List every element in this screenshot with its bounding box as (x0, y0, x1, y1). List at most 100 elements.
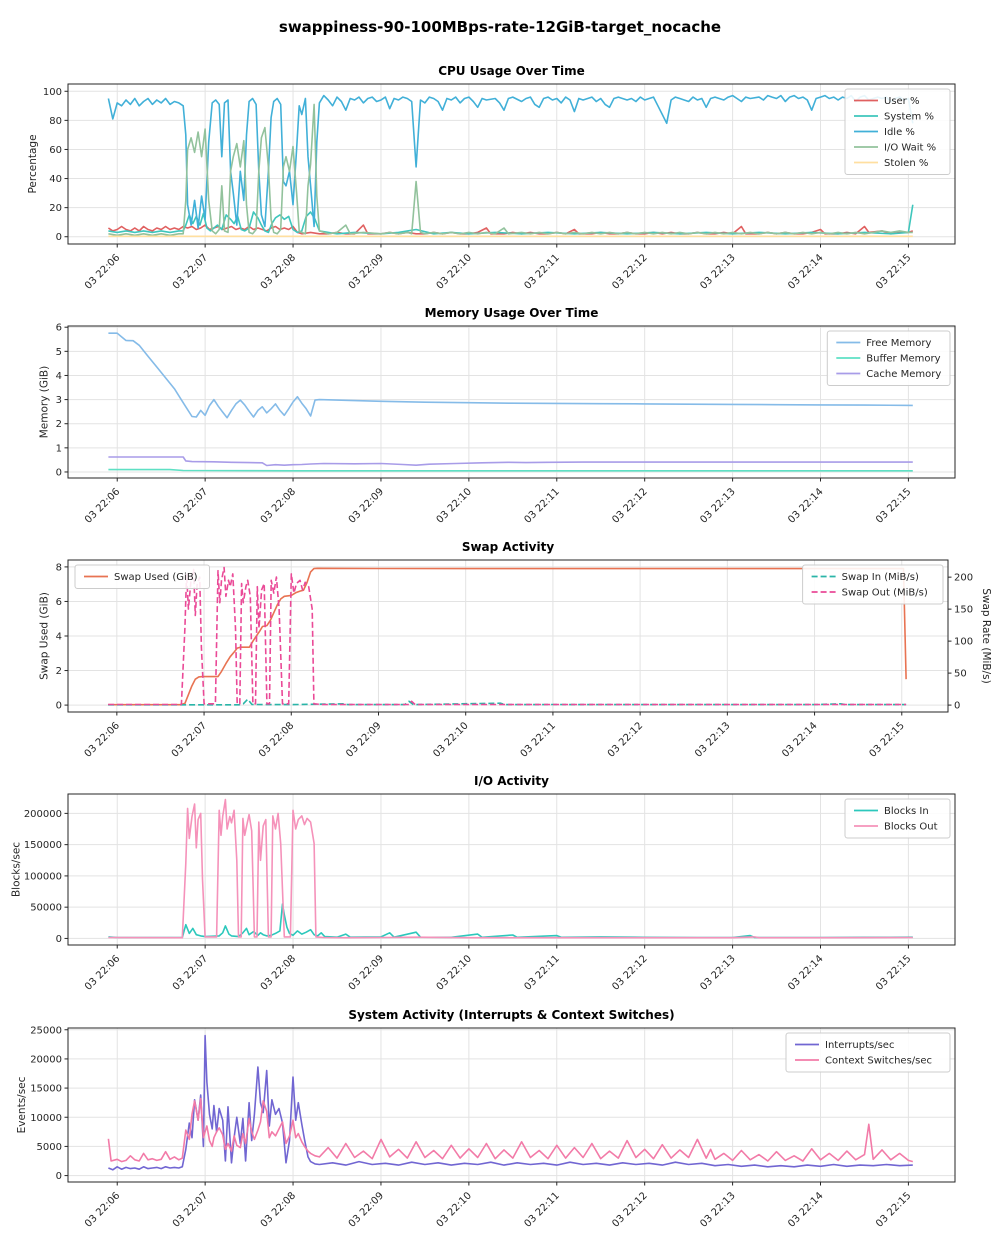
svg-text:03 22:11: 03 22:11 (519, 720, 558, 759)
svg-text:03 22:06: 03 22:06 (83, 486, 122, 525)
svg-text:03 22:15: 03 22:15 (874, 252, 913, 291)
svg-text:Context Switches/sec: Context Switches/sec (825, 1056, 932, 1067)
svg-text:03 22:10: 03 22:10 (435, 252, 474, 291)
chart-canvas: 03 22:06 03 22:07 03 22:08 03 22:09 03 22:10… (38, 306, 956, 526)
series-line (108, 566, 907, 706)
svg-text:Stolen %: Stolen % (884, 158, 928, 169)
svg-text:80: 80 (49, 116, 62, 127)
svg-text:03 22:14: 03 22:14 (786, 252, 825, 291)
svg-text:03 22:13: 03 22:13 (698, 953, 737, 992)
series-line (108, 798, 913, 939)
svg-text:03 22:13: 03 22:13 (693, 720, 732, 759)
svg-text:100: 100 (43, 87, 62, 98)
svg-text:4: 4 (56, 632, 62, 643)
series-line (107, 94, 914, 229)
svg-text:03 22:06: 03 22:06 (83, 252, 122, 291)
svg-text:03 22:15: 03 22:15 (874, 1190, 913, 1229)
page-title: swappiness-90-100MBps-rate-12GiB-target_… (278, 18, 722, 36)
axes: 03 22:06 03 22:07 03 22:08 03 22:09 03 22:10… (10, 809, 913, 993)
svg-text:03 22:14: 03 22:14 (786, 953, 825, 992)
plot-border (67, 83, 956, 245)
chart-title: I/O Activity (474, 774, 549, 788)
svg-text:03 22:10: 03 22:10 (435, 1190, 474, 1229)
svg-text:Swap Used (GiB): Swap Used (GiB) (38, 592, 50, 680)
legend: Free Memory Buffer Memory Cache Memory (826, 330, 951, 386)
chart-cpu-usage: 03 22:06 03 22:07 03 22:08 03 22:09 03 22:10… (0, 54, 1000, 296)
svg-text:03 22:15: 03 22:15 (867, 720, 906, 759)
series-group (108, 566, 907, 706)
svg-text:Percentage: Percentage (27, 134, 39, 193)
svg-text:40: 40 (49, 174, 62, 185)
svg-text:0: 0 (954, 701, 960, 712)
svg-text:03 22:13: 03 22:13 (698, 1190, 737, 1229)
series-line (108, 1034, 913, 1171)
svg-text:03 22:08: 03 22:08 (259, 486, 298, 525)
chart-title: Memory Usage Over Time (425, 306, 599, 320)
svg-text:03 22:09: 03 22:09 (347, 252, 386, 291)
svg-text:Swap Out (MiB/s): Swap Out (MiB/s) (842, 588, 928, 599)
svg-text:Swap Rate (MiB/s): Swap Rate (MiB/s) (980, 588, 992, 683)
svg-text:Events/sec: Events/sec (16, 1076, 28, 1133)
svg-text:03 22:07: 03 22:07 (171, 953, 210, 992)
svg-text:5000: 5000 (37, 1142, 62, 1153)
svg-text:0: 0 (56, 232, 62, 243)
legend: Swap In (MiB/s) Swap Out (MiB/s) (802, 564, 944, 605)
svg-text:15000: 15000 (30, 1084, 62, 1095)
svg-text:03 22:15: 03 22:15 (874, 953, 913, 992)
legend: User % System % Idle % I/O Wait % Stolen % (844, 88, 951, 175)
grid (68, 326, 955, 478)
svg-text:03 22:08: 03 22:08 (257, 720, 296, 759)
svg-text:03 22:10: 03 22:10 (435, 953, 474, 992)
svg-text:03 22:08: 03 22:08 (259, 1190, 298, 1229)
svg-text:03 22:12: 03 22:12 (610, 953, 649, 992)
series-line (108, 332, 913, 419)
svg-text:03 22:13: 03 22:13 (698, 486, 737, 525)
svg-text:03 22:12: 03 22:12 (610, 252, 649, 291)
svg-text:3: 3 (56, 395, 62, 406)
svg-text:2: 2 (56, 419, 62, 430)
svg-text:03 22:06: 03 22:06 (83, 720, 122, 759)
series-line (107, 1097, 914, 1163)
series-group (107, 1034, 914, 1171)
svg-text:20: 20 (49, 203, 62, 214)
series-group (108, 798, 913, 939)
svg-text:03 22:09: 03 22:09 (347, 486, 386, 525)
svg-text:Interrupts/sec: Interrupts/sec (825, 1040, 894, 1051)
svg-text:03 22:14: 03 22:14 (786, 486, 825, 525)
svg-text:0: 0 (56, 1171, 62, 1182)
svg-text:Blocks In: Blocks In (884, 806, 929, 817)
svg-text:6: 6 (56, 597, 62, 608)
svg-text:200000: 200000 (24, 809, 62, 820)
series-line (108, 468, 913, 472)
svg-text:System %: System % (884, 112, 934, 123)
plot-border (67, 793, 956, 946)
chart-canvas: 03 22:06 03 22:07 03 22:08 03 22:09 03 22:10… (27, 64, 956, 292)
series-group (107, 94, 914, 238)
svg-text:0: 0 (56, 467, 62, 478)
axes: 03 22:06 03 22:07 03 22:08 03 22:09 03 22:10… (38, 323, 913, 526)
svg-text:Swap Used (GiB): Swap Used (GiB) (114, 572, 198, 583)
svg-text:03 22:13: 03 22:13 (698, 252, 737, 291)
svg-text:Idle %: Idle % (884, 127, 915, 138)
svg-text:03 22:11: 03 22:11 (522, 252, 561, 291)
svg-text:8: 8 (56, 562, 62, 573)
chart-io-activity: 03 22:06 03 22:07 03 22:08 03 22:09 03 22:10… (0, 764, 1000, 998)
svg-text:100000: 100000 (24, 871, 62, 882)
axes: 03 22:06 03 22:07 03 22:08 03 22:09 03 22:10… (27, 87, 913, 292)
svg-text:Blocks Out: Blocks Out (884, 822, 938, 833)
chart-title: CPU Usage Over Time (438, 64, 585, 78)
svg-text:150000: 150000 (24, 840, 62, 851)
svg-text:03 22:11: 03 22:11 (522, 1190, 561, 1229)
svg-text:Memory (GiB): Memory (GiB) (38, 366, 50, 439)
series-line (108, 456, 913, 467)
svg-text:03 22:09: 03 22:09 (344, 720, 383, 759)
chart-memory-usage: 03 22:06 03 22:07 03 22:08 03 22:09 03 22:10… (0, 296, 1000, 530)
axes: 03 22:06 03 22:07 03 22:08 03 22:09 03 22:10… (16, 1025, 914, 1230)
svg-text:0: 0 (56, 934, 62, 945)
svg-text:03 22:14: 03 22:14 (780, 720, 819, 759)
svg-text:03 22:07: 03 22:07 (171, 252, 210, 291)
svg-text:4: 4 (56, 371, 62, 382)
svg-text:0: 0 (56, 701, 62, 712)
svg-text:50: 50 (954, 669, 967, 680)
